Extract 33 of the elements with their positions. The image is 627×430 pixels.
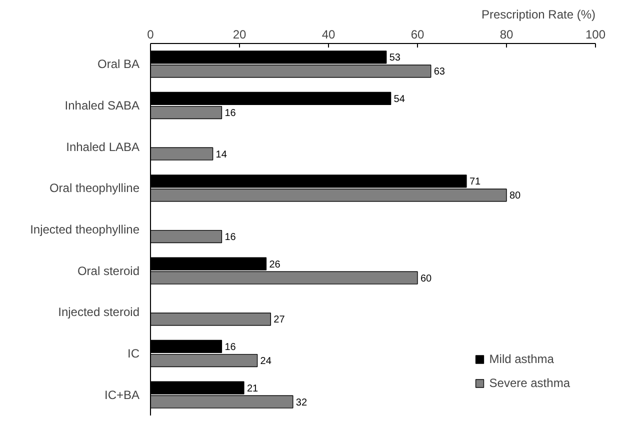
data-label: 80 bbox=[510, 190, 522, 202]
data-label: 16 bbox=[224, 342, 236, 353]
x-tick-label: 80 bbox=[500, 28, 514, 42]
x-tick-label: 20 bbox=[232, 28, 246, 42]
x-tick-label: 100 bbox=[585, 28, 606, 42]
x-tick-label: 0 bbox=[147, 28, 154, 42]
data-label: 14 bbox=[216, 149, 228, 160]
data-label: 63 bbox=[434, 66, 446, 78]
y-tick-label: Oral BA bbox=[97, 57, 140, 72]
x-tick-label: 40 bbox=[322, 28, 336, 42]
data-label: 53 bbox=[389, 52, 401, 64]
data-label: 26 bbox=[269, 259, 281, 270]
legend-label: Mild asthma bbox=[489, 352, 554, 366]
y-tick-label: Injected theophylline bbox=[30, 222, 140, 236]
data-label: 54 bbox=[394, 94, 406, 105]
x-axis-title: Prescription Rate (%) bbox=[481, 8, 596, 22]
data-label: 32 bbox=[296, 397, 308, 408]
legend-label: Severe asthma bbox=[489, 376, 570, 390]
data-label: 27 bbox=[274, 314, 286, 326]
y-tick-label: IC+BA bbox=[104, 388, 140, 402]
y-tick-label: Injected steroid bbox=[58, 305, 140, 320]
data-label: 21 bbox=[246, 383, 259, 394]
data-label: 60 bbox=[420, 273, 432, 284]
y-tick-label: Oral steroid bbox=[77, 264, 140, 278]
y-tick-label: Inhaled LABA bbox=[66, 140, 140, 154]
x-tick-label: 60 bbox=[410, 28, 424, 42]
data-label: 16 bbox=[224, 232, 236, 244]
y-tick-label: Oral theophylline bbox=[49, 181, 140, 196]
y-tick-label: Inhaled SABA bbox=[64, 98, 140, 112]
data-label: 24 bbox=[260, 356, 272, 368]
data-label: 16 bbox=[224, 108, 236, 120]
y-tick-label: IC bbox=[128, 346, 140, 360]
data-label: 71 bbox=[469, 176, 482, 188]
